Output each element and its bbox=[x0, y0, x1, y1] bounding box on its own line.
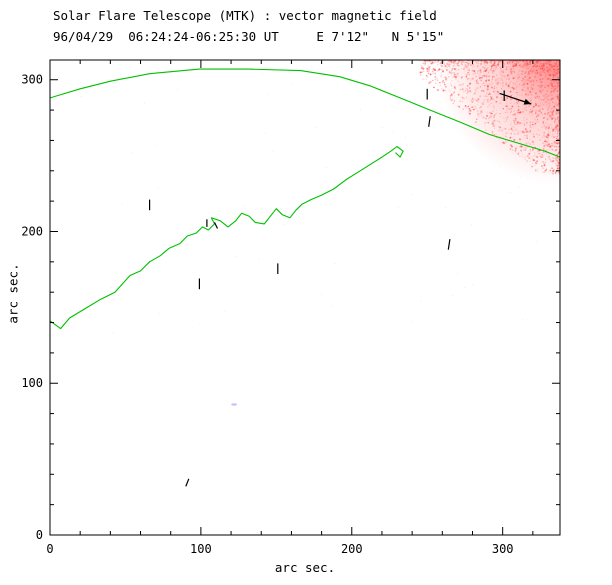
solar-flare-magnetogram-figure: Solar Flare Telescope (MTK) : vector mag… bbox=[0, 0, 612, 585]
plot-canvas: 0 100 200 300 0 100 200 300 bbox=[0, 0, 612, 585]
magnetic-vector bbox=[186, 479, 189, 487]
plot-area bbox=[50, 59, 561, 486]
magnetic-vector bbox=[215, 222, 218, 228]
y-tick-label: 100 bbox=[21, 376, 43, 390]
x-tick-label: 0 bbox=[46, 542, 53, 556]
y-axis-label: arc sec. bbox=[6, 263, 21, 325]
y-tick-label: 200 bbox=[21, 225, 43, 239]
x-tick-label: 100 bbox=[190, 542, 212, 556]
y-tick-label: 0 bbox=[36, 528, 43, 542]
x-tick-label: 300 bbox=[492, 542, 514, 556]
faint-blue-dot bbox=[231, 403, 237, 405]
x-tick-label: 200 bbox=[341, 542, 363, 556]
y-tick-label: 300 bbox=[21, 73, 43, 87]
x-axis-label: arc sec. bbox=[50, 560, 560, 575]
magnetic-vector bbox=[448, 239, 450, 250]
magnetic-neutral-line bbox=[50, 147, 403, 329]
